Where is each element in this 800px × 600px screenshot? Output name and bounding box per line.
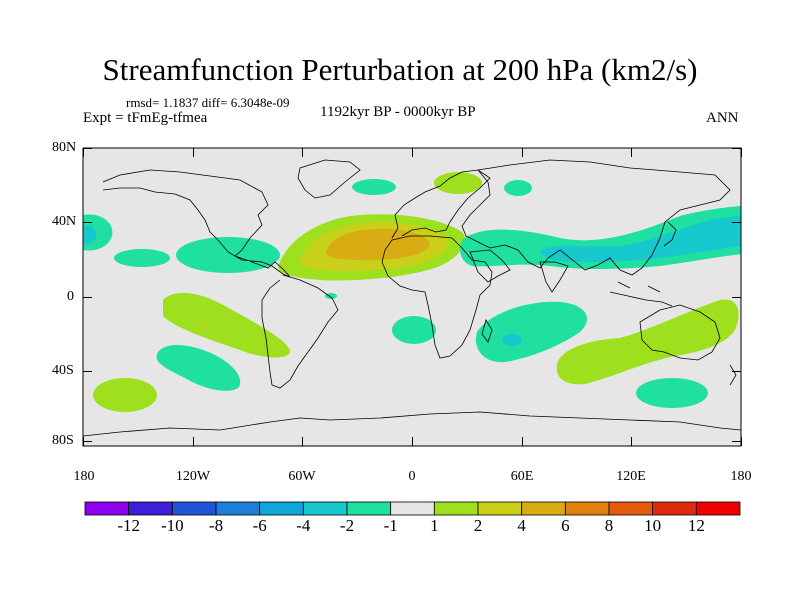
coastline-australia bbox=[639, 304, 721, 361]
x-tick-label: 180 bbox=[730, 469, 752, 484]
anomaly-south-pacific-negative bbox=[156, 344, 241, 391]
colorbar-label: -10 bbox=[160, 516, 184, 535]
colorbar-label: 12 bbox=[687, 516, 705, 535]
colorbar bbox=[84, 501, 741, 516]
colorbar-label: -4 bbox=[296, 516, 311, 535]
anomaly-nw-pacific-minus2 bbox=[83, 224, 97, 245]
period-label: 1192kyr BP - 0000kyr BP bbox=[320, 104, 476, 120]
coastline-africa bbox=[381, 235, 493, 359]
coastline-antarctica bbox=[82, 411, 742, 437]
anomaly-patch bbox=[201, 323, 209, 327]
colorbar-box bbox=[608, 501, 654, 516]
coastline-madagascar bbox=[481, 319, 493, 343]
anomaly-atlantic-6 bbox=[326, 228, 430, 261]
anomaly-patch bbox=[636, 378, 708, 408]
coastline-europe bbox=[391, 169, 491, 239]
colorbar-label: -1 bbox=[383, 516, 398, 535]
x-tick-label: 120E bbox=[616, 469, 646, 484]
colorbar-label: 4 bbox=[517, 516, 526, 535]
coastline-india bbox=[539, 261, 569, 293]
colorbar-label: 10 bbox=[644, 516, 662, 535]
colorbar-label: 2 bbox=[473, 516, 483, 535]
x-tick-label: 60E bbox=[510, 469, 534, 484]
y-tick-label: 40S bbox=[52, 363, 74, 378]
colorbar-box bbox=[477, 501, 523, 516]
colorbar-label: 8 bbox=[604, 516, 614, 535]
colorbar-box bbox=[652, 501, 697, 516]
x-tick-label: 0 bbox=[408, 469, 416, 484]
colorbar-box bbox=[215, 501, 261, 516]
coastlines bbox=[82, 159, 742, 437]
anomaly-patch bbox=[434, 172, 482, 194]
anomaly-patch bbox=[352, 179, 396, 195]
colorbar-box bbox=[564, 501, 610, 516]
colorbar-label: -12 bbox=[117, 516, 140, 535]
colorbar-label: -2 bbox=[339, 516, 355, 535]
x-tick-label: 120W bbox=[175, 469, 211, 484]
colorbar-box bbox=[84, 501, 130, 516]
colorbar-box bbox=[695, 501, 741, 516]
coastline-asia bbox=[461, 159, 731, 276]
coastline-north-america bbox=[102, 169, 291, 278]
anomaly-south-pacific-positive bbox=[163, 292, 291, 358]
y-tick-label: 40N bbox=[52, 214, 77, 229]
anomaly-patch bbox=[325, 293, 337, 299]
anomaly-eurasia-minus2 bbox=[540, 216, 741, 262]
colorbar-label: 1 bbox=[430, 516, 439, 535]
anomaly-south-indian-negative bbox=[475, 301, 588, 363]
experiment-label: Expt = tFmEg-tfmea bbox=[83, 110, 208, 126]
colorbar-label: -6 bbox=[252, 516, 267, 535]
anomaly-australia-positive bbox=[556, 299, 739, 385]
y-tick-label: 80N bbox=[52, 140, 77, 155]
colorbar-box bbox=[259, 501, 304, 516]
coastline-greenland bbox=[297, 159, 361, 199]
coastline-japan bbox=[663, 221, 677, 247]
colorbar-label: -8 bbox=[208, 516, 224, 535]
x-tick-label: 60W bbox=[288, 469, 316, 484]
season-label: ANN bbox=[706, 110, 739, 126]
anomaly-patch bbox=[504, 180, 532, 196]
y-tick-label: 80S bbox=[52, 433, 74, 448]
colorbar-box bbox=[128, 501, 173, 516]
anomaly-patch bbox=[93, 378, 157, 412]
colorbar-box bbox=[433, 501, 479, 516]
anomaly-patch bbox=[176, 237, 280, 273]
map-title: Streamfunction Perturbation at 200 hPa (… bbox=[102, 52, 698, 87]
anomaly-fields bbox=[83, 172, 741, 412]
colorbar-box bbox=[390, 501, 435, 516]
tick-marks bbox=[83, 148, 742, 446]
coastline-new-zealand bbox=[729, 364, 737, 386]
colorbar-box bbox=[346, 501, 392, 516]
x-tick-label: 180 bbox=[73, 469, 95, 484]
anomaly-patch bbox=[392, 316, 436, 344]
coastline-south-america bbox=[261, 274, 339, 389]
anomaly-patch bbox=[114, 249, 170, 267]
anomaly-patch bbox=[502, 334, 522, 346]
y-tick-label: 0 bbox=[67, 289, 74, 304]
colorbar-box bbox=[171, 501, 217, 516]
colorbar-label: 6 bbox=[561, 516, 570, 535]
coastline-indonesia bbox=[609, 281, 673, 307]
coastline-arabia bbox=[469, 249, 511, 283]
stats-line: rmsd= 1.1837 diff= 6.3048e-09 bbox=[126, 95, 290, 110]
colorbar-box bbox=[521, 501, 566, 516]
colorbar-box bbox=[302, 501, 348, 516]
